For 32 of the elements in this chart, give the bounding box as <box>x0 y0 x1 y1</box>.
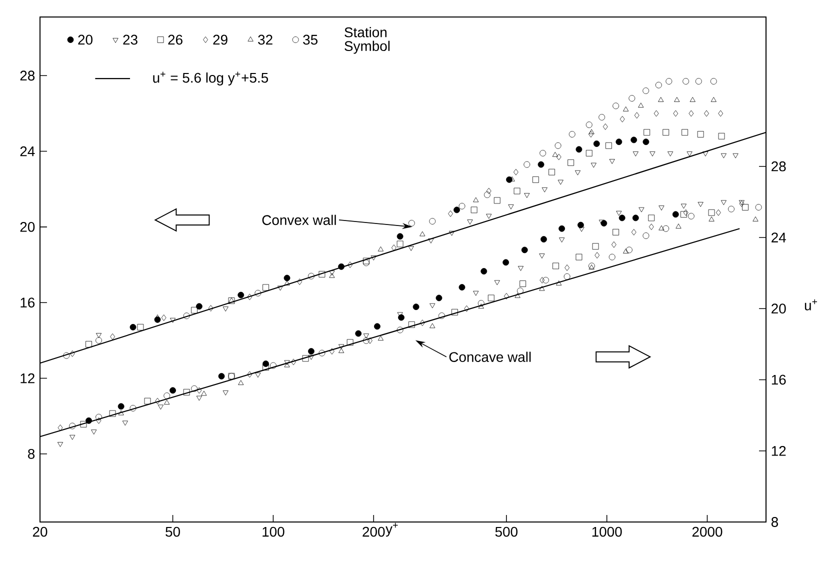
y-tick-label: 28 <box>20 70 35 81</box>
legend-label: 20 <box>78 34 92 45</box>
legend-title: Station <box>344 27 386 38</box>
legend-label: 29 <box>213 34 228 45</box>
legend-label: 26 <box>168 34 182 45</box>
y-tick-label: 16 <box>20 298 35 308</box>
x-tick-label: 50 <box>166 526 180 537</box>
y2-tick-label: 8 <box>771 517 778 527</box>
x-tick-label: 1000 <box>592 526 622 537</box>
legend-label: 23 <box>123 34 138 45</box>
y-tick-label: 20 <box>20 222 35 232</box>
legend-label: 35 <box>303 34 318 45</box>
y2-tick-label: 24 <box>772 232 786 242</box>
y2-tick-label: 20 <box>772 304 786 314</box>
y2-axis-title: u$^{+}$ <box>804 299 818 310</box>
x-tick-label: 200 <box>362 526 385 537</box>
x-tick-label: 500 <box>495 526 518 537</box>
legend-label: u$^{+}$ = 5.6 log y$^{+}$+5.5 <box>153 72 268 86</box>
annotation: Concave wall <box>449 352 531 362</box>
x-tick-label: 100 <box>262 526 284 537</box>
legend-label: 32 <box>258 34 272 45</box>
y2-tick-label: 28 <box>772 161 786 172</box>
annotation: Symbol <box>344 40 390 54</box>
y2-tick-label: 12 <box>772 446 786 456</box>
x-tick-label: 2000 <box>692 526 722 537</box>
y-tick-label: 24 <box>20 146 35 156</box>
y2-tick-label: 16 <box>772 374 786 385</box>
y-tick-label: 8 <box>28 448 35 459</box>
x-axis-title: y$^{+}$ <box>386 522 398 537</box>
annotation: Convex wall <box>262 214 336 226</box>
y-tick-label: 12 <box>20 373 34 384</box>
x-tick-label: 20 <box>32 526 48 537</box>
